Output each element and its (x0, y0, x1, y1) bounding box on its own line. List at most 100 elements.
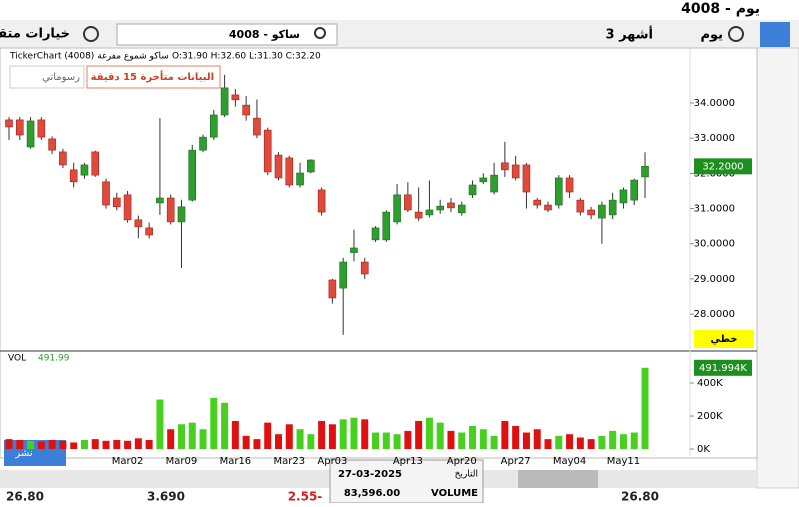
y-tick-label: 33.0000 (694, 133, 735, 144)
clock-icon (728, 26, 744, 42)
candle-body (59, 151, 67, 166)
volume-tick-label: 0K (697, 444, 710, 455)
candle-body (339, 261, 347, 289)
candle-body (48, 138, 56, 151)
candle-body (371, 227, 380, 241)
volume-bar (285, 424, 293, 450)
candle-body (134, 219, 143, 228)
y-tick-label: 30.0000 (694, 239, 735, 250)
window-title: 4008 - يوم (681, 1, 760, 17)
volume-bar (630, 432, 638, 450)
x-tick-label: May11 (607, 456, 640, 467)
candle-body (587, 209, 595, 216)
candle-body (263, 129, 272, 173)
candle-body (522, 164, 531, 193)
volume-bar (415, 420, 423, 450)
volume-bar (576, 437, 584, 450)
candle-body (641, 166, 649, 178)
volume-bar (641, 367, 649, 450)
candle-body (210, 114, 218, 138)
volume-bar (361, 419, 369, 450)
advanced-button[interactable]: خيارات متقدمة (0, 27, 70, 42)
candle-body (598, 204, 606, 219)
volume-bar (339, 419, 347, 450)
volume-bar (113, 439, 121, 450)
volume-bar (609, 430, 617, 450)
candle-body (15, 119, 24, 136)
tooltip-date: 27-03-2025 (338, 469, 402, 480)
x-tick-label: Mar02 (112, 456, 144, 467)
volume-legend: 491.99 (38, 354, 70, 364)
volume-bar (16, 439, 24, 450)
x-tick-label: Mar09 (166, 456, 198, 467)
candle-body (608, 199, 617, 216)
settings-icon[interactable] (83, 26, 99, 42)
candle-body (113, 197, 121, 208)
volume-bar (275, 434, 282, 450)
search-text: 4008 - ساكو (229, 28, 300, 41)
ohlc-text: O:31.90 H:32.60 L:31.30 C:32.20 (172, 52, 321, 62)
candle-body (479, 177, 488, 183)
volume-bar (307, 434, 315, 450)
candle-body (296, 172, 304, 186)
candle-body (37, 119, 46, 138)
volume-bar (382, 432, 390, 450)
candle-body (91, 151, 100, 176)
volume-bar (436, 422, 444, 450)
candle-body (145, 227, 153, 236)
period-button[interactable]: يوم (700, 28, 723, 43)
volume-bar (242, 435, 250, 450)
candle-body (307, 159, 315, 173)
candle-body (188, 149, 197, 201)
volume-bar (393, 434, 401, 450)
candle-body (511, 164, 520, 179)
volume-bar (522, 432, 530, 450)
volume-bar (264, 422, 272, 450)
volume-bar (533, 429, 541, 450)
footer-value: 2.55- (288, 490, 323, 504)
candle-body (544, 204, 552, 211)
volume-bar (469, 425, 477, 450)
volume-bar (134, 438, 142, 450)
candle-body (382, 211, 391, 241)
volume-bar (490, 435, 498, 450)
volume-bar (512, 425, 520, 450)
y-tick-label: 31.0000 (694, 204, 735, 215)
search-icon[interactable] (314, 27, 326, 39)
candle-body (166, 197, 175, 223)
drawings-text: رسوماتي (42, 72, 80, 83)
candle-body (576, 199, 585, 213)
x-tick-label: Apr20 (447, 456, 477, 467)
volume-bar (177, 424, 185, 450)
volume-bar (210, 397, 218, 450)
candle-body (102, 181, 110, 206)
volume-bar (296, 429, 304, 450)
candle-body (177, 206, 186, 223)
scroll-thumb[interactable] (518, 470, 598, 488)
x-tick-label: Apr03 (317, 456, 347, 467)
drawings-button[interactable] (9, 65, 85, 89)
candle-body (404, 194, 412, 211)
volume-bar (80, 439, 88, 450)
draw-tool[interactable] (760, 22, 790, 47)
volume-bar (5, 439, 13, 450)
volume-marker: 491.994K (699, 363, 747, 374)
candle-body (220, 87, 229, 116)
candle-body (501, 162, 509, 171)
search-box[interactable] (116, 23, 338, 46)
publish-button[interactable] (4, 440, 66, 466)
title-bar (0, 0, 799, 20)
candle-body (26, 120, 35, 148)
line-label-box (694, 330, 754, 348)
candle-body (69, 169, 78, 183)
volume-bar (48, 439, 56, 450)
volume-tick-label: 400K (697, 378, 723, 389)
volume-bar (102, 440, 110, 450)
tooltip-value: 83,596.00 (344, 488, 400, 499)
volume-bar (544, 439, 552, 450)
range-button[interactable]: 3 أشهر (606, 26, 654, 43)
volume-bar (167, 429, 175, 450)
side-toolbar (756, 47, 799, 489)
x-tick-label: Apr13 (393, 456, 423, 467)
